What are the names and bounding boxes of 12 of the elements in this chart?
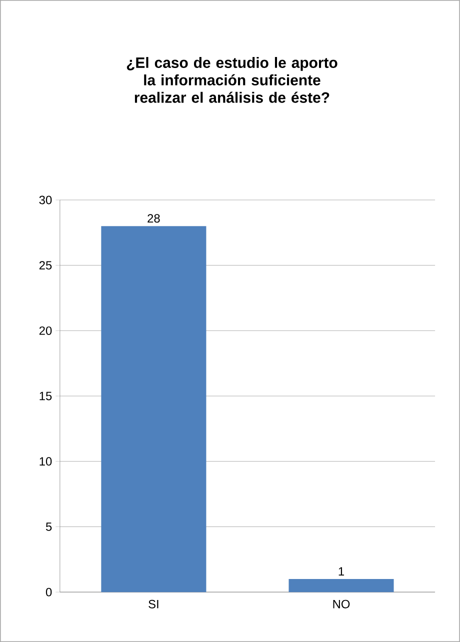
chart-title: ¿El caso de estudio le aporto la información suficiente realizar el análisis de éste? (126, 56, 338, 103)
y-tick-label: 25 (39, 261, 52, 270)
data-label: 28 (148, 214, 160, 223)
y-tick-label: 20 (39, 326, 52, 335)
y-tick-label: 15 (40, 392, 52, 400)
y-tick-label: 30 (39, 196, 52, 204)
y-tick-label: 0 (46, 588, 52, 596)
y-tick-label: 5 (46, 522, 52, 531)
x-tick-label: SI (148, 600, 158, 608)
x-tick-label: NO (333, 600, 350, 608)
y-tick-label: 10 (40, 457, 52, 466)
data-label: 1 (338, 567, 344, 576)
